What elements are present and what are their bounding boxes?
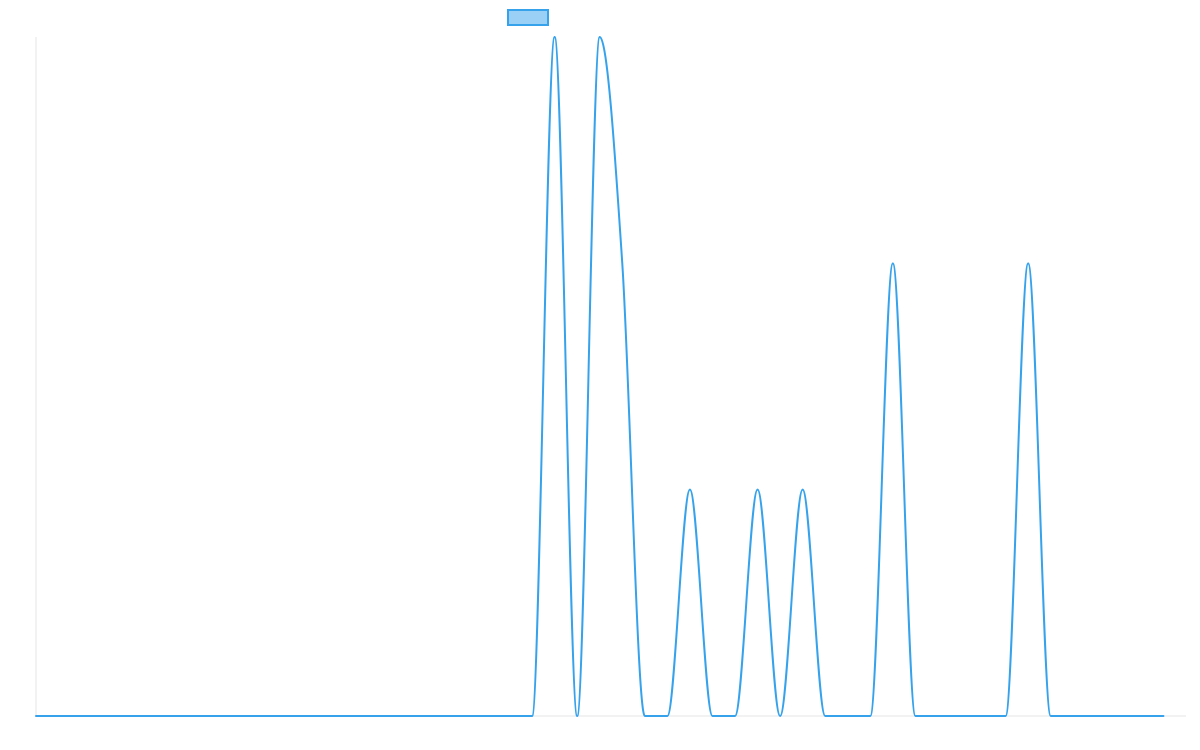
legend-swatch[interactable] <box>507 9 549 26</box>
series-group <box>35 36 1165 717</box>
legend[interactable] <box>507 9 549 26</box>
series-line[interactable] <box>35 36 1165 717</box>
